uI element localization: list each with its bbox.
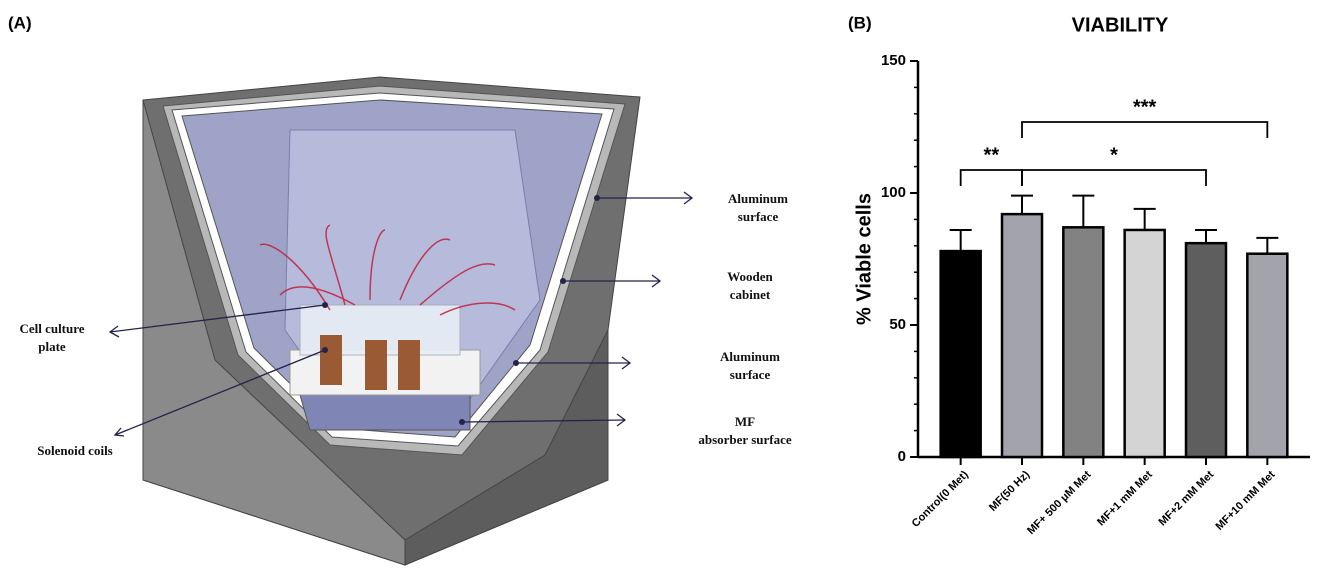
x-tick-label: MF+1 mM Met xyxy=(1095,468,1155,528)
callout-label: Wooden xyxy=(727,269,773,284)
significance-label: ** xyxy=(984,144,1000,166)
x-tick-label: MF(50 Hz) xyxy=(987,468,1032,513)
cabinet-diagram xyxy=(110,77,692,565)
chart-title: VIABILITY xyxy=(1072,14,1169,36)
bar xyxy=(1063,227,1103,457)
y-axis-label: % Viable cells xyxy=(853,193,875,325)
callout-label: cabinet xyxy=(730,287,771,302)
figure: (A) (B) AluminumsurfaceWoodencab xyxy=(0,0,1327,568)
callout-label: Aluminum xyxy=(728,191,788,206)
callout-label: plate xyxy=(38,339,66,354)
page: (A) (B) AluminumsurfaceWoodencab xyxy=(0,0,1327,568)
bar xyxy=(1247,254,1287,457)
bar xyxy=(1002,214,1042,457)
bar xyxy=(941,251,981,457)
y-tick-label: 0 xyxy=(898,448,906,465)
significance-bracket xyxy=(961,170,1022,186)
callout-label: absorber surface xyxy=(698,432,792,447)
significance-label: *** xyxy=(1133,96,1157,118)
x-tick-label: Control(0 Met) xyxy=(910,468,971,529)
y-tick-label: 150 xyxy=(881,52,906,69)
significance-bracket xyxy=(1022,122,1267,138)
x-tick-label: MF+2 mM Met xyxy=(1156,468,1216,528)
callout-label: Solenoid coils xyxy=(37,443,113,458)
y-tick-label: 100 xyxy=(881,184,906,201)
callout-label: surface xyxy=(738,209,779,224)
panel-label: (B) xyxy=(848,13,872,32)
panel-label: (A) xyxy=(8,13,32,32)
callout-label: Aluminum xyxy=(720,349,780,364)
callout-label: surface xyxy=(730,367,771,382)
x-tick-label: MF+10 mM Met xyxy=(1213,468,1277,532)
significance-bracket xyxy=(1022,170,1206,186)
significance-label: * xyxy=(1110,144,1118,166)
x-tick-label: MF+ 500 μM Met xyxy=(1025,468,1094,537)
callout-label: MF xyxy=(735,414,755,429)
callout-label: Cell culture xyxy=(19,321,84,336)
bar xyxy=(1125,230,1165,457)
bar xyxy=(1186,243,1226,457)
y-tick-label: 50 xyxy=(889,316,906,333)
